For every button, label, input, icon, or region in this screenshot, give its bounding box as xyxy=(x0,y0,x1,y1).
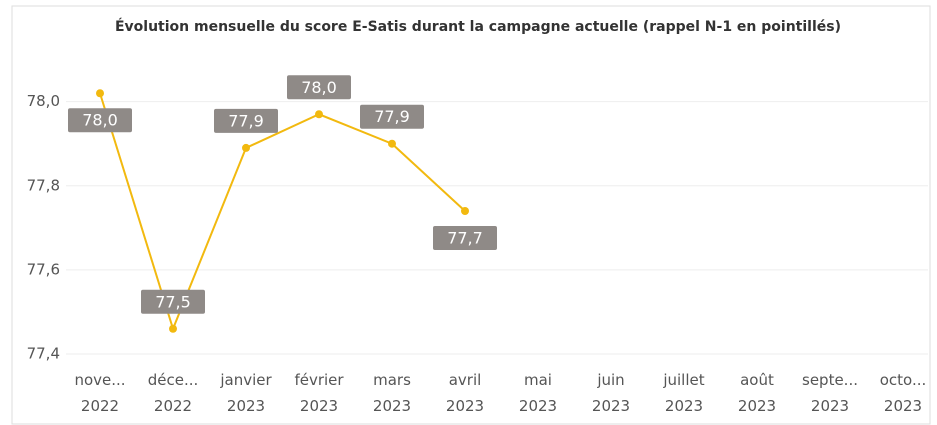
y-tick-label: 77,4 xyxy=(27,345,60,363)
value-label-box xyxy=(141,289,205,314)
value-label-box xyxy=(214,108,278,133)
x-tick-label: octo... 2023 xyxy=(880,371,927,415)
x-tick-label: déce... 2022 xyxy=(148,371,199,415)
point xyxy=(461,207,469,215)
x-tick-label: nove... 2022 xyxy=(74,371,125,415)
value-label: 78,0 xyxy=(82,111,118,130)
line xyxy=(99,92,466,332)
x-tick-label: avril 2023 xyxy=(446,371,484,415)
point xyxy=(388,139,396,148)
frame xyxy=(11,5,931,425)
x-tick-label: mars 2023 xyxy=(373,371,411,415)
value-label: 77,9 xyxy=(374,107,410,126)
value-label: 77,9 xyxy=(228,111,264,130)
value-label-box xyxy=(433,226,497,250)
x-tick-label: juin 2023 xyxy=(592,371,630,415)
point xyxy=(315,110,323,119)
x-tick-label: mai 2023 xyxy=(519,371,557,415)
value-label: 77,7 xyxy=(447,229,483,248)
point xyxy=(169,324,177,333)
x-tick-label: janvier 2023 xyxy=(219,371,272,415)
value-label: 77,5 xyxy=(155,292,191,311)
y-tick-label: 77,8 xyxy=(27,176,60,194)
x-tick-label: août 2023 xyxy=(738,371,776,415)
chart-title: Évolution mensuelle du score E-Satis dur… xyxy=(115,18,841,35)
value-label-box xyxy=(360,104,424,129)
value-label: 78,0 xyxy=(301,78,337,97)
point xyxy=(96,89,104,98)
point xyxy=(242,143,250,152)
y-tick-label: 78,0 xyxy=(27,92,60,110)
value-label-box xyxy=(68,108,132,133)
value-label-box xyxy=(287,75,351,100)
y-tick-label: 77,6 xyxy=(27,260,60,278)
x-tick-label: juillet 2023 xyxy=(662,371,704,415)
x-tick-label: septe... 2023 xyxy=(802,371,858,415)
x-tick-label: février 2023 xyxy=(294,371,344,415)
